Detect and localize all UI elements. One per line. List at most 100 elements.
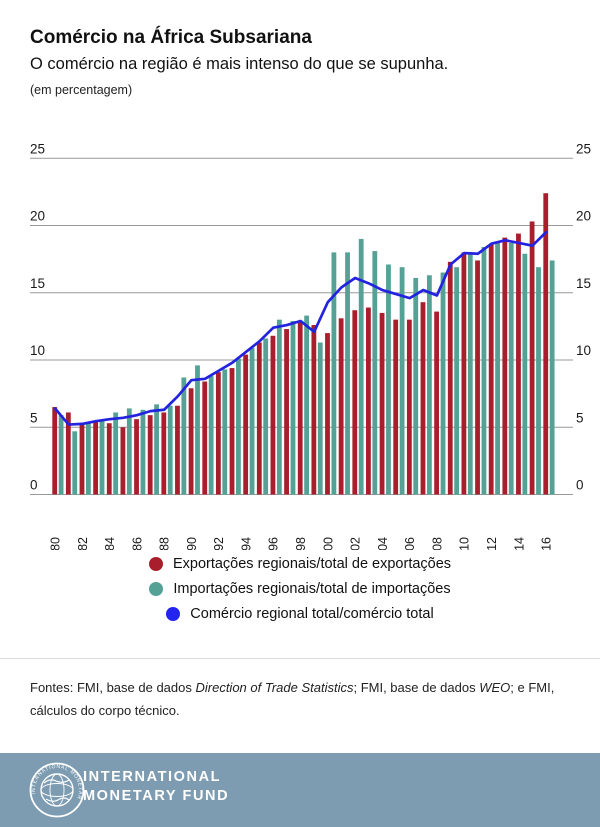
- xtick-1990: 1990: [185, 537, 199, 550]
- export-bar-1986: [134, 419, 139, 495]
- import-bar-1985: [126, 408, 132, 495]
- imf-wordmark: INTERNATIONAL MONETARY FUND: [83, 768, 229, 806]
- import-bar-2007: [426, 275, 432, 495]
- chart-legend: Exportações regionais/total de exportaçõ…: [0, 556, 600, 622]
- export-bar-1997: [284, 329, 289, 495]
- xtick-1986: 1986: [130, 537, 144, 550]
- source-text: Fontes: FMI, base de dados: [30, 680, 196, 695]
- ytick-left-5: 5: [30, 410, 38, 425]
- export-bar-2016: [543, 193, 549, 495]
- xtick-1996: 1996: [267, 537, 281, 550]
- export-bar-1998: [297, 322, 303, 495]
- import-bar-1981: [72, 431, 78, 495]
- export-bar-1995: [256, 342, 262, 495]
- import-bar-2006: [413, 277, 419, 495]
- import-bar-2001: [345, 252, 350, 495]
- import-bar-2015: [536, 267, 541, 495]
- imf-wordmark-line2: MONETARY FUND: [83, 788, 230, 804]
- export-bar-1982: [79, 424, 85, 495]
- import-bar-1980: [58, 415, 64, 495]
- xtick-1994: 1994: [239, 537, 253, 550]
- xtick-2004: 2004: [376, 537, 390, 550]
- legend-item-2: Comércio regional total/comércio total: [166, 606, 434, 622]
- xtick-1982: 1982: [76, 537, 90, 550]
- export-bar-1999: [311, 325, 317, 495]
- import-bar-2012: [495, 242, 500, 495]
- ytick-right-20: 20: [576, 209, 591, 224]
- export-bar-2006: [406, 319, 412, 495]
- legend-item-1: Importações regionais/total de importaçõ…: [149, 581, 451, 597]
- import-bar-1999: [317, 342, 323, 495]
- export-bar-2004: [379, 312, 385, 495]
- import-bar-1996: [276, 319, 282, 495]
- legend-dot-icon: [166, 607, 181, 621]
- ytick-left-0: 0: [30, 478, 38, 493]
- import-bar-1990: [195, 365, 200, 495]
- import-bar-1989: [181, 377, 187, 495]
- export-bar-2003: [366, 307, 371, 495]
- export-bar-1993: [229, 368, 235, 495]
- source-text: ; FMI, base de dados: [353, 680, 480, 695]
- sources-note: Fontes: FMI, base de dados Direction of …: [30, 676, 575, 722]
- export-bar-1992: [215, 372, 221, 495]
- import-bar-1982: [85, 423, 91, 495]
- import-bar-2004: [386, 264, 391, 495]
- export-bar-1984: [106, 423, 112, 495]
- export-bar-2008: [434, 311, 440, 495]
- footer-background: [0, 753, 600, 827]
- source-dataset-name: Direction of Trade Statistics: [195, 680, 354, 695]
- import-bar-1987: [154, 404, 159, 495]
- import-bar-2005: [399, 267, 405, 495]
- export-bar-1981: [65, 412, 71, 495]
- export-bar-1983: [93, 421, 99, 495]
- export-bar-1985: [120, 427, 126, 495]
- page-subtitle: O comércio na região é mais intenso do q…: [30, 55, 449, 73]
- xtick-1980: 1980: [49, 537, 63, 550]
- import-bar-2009: [454, 267, 460, 495]
- export-bar-2007: [420, 302, 426, 495]
- ytick-left-20: 20: [30, 209, 45, 224]
- legend-label: Importações regionais/total de importaçõ…: [173, 581, 451, 597]
- import-bar-1995: [263, 338, 269, 495]
- legend-dot-icon: [149, 582, 164, 596]
- import-bar-1994: [249, 347, 255, 495]
- imf-wordmark-line1: INTERNATIONAL: [83, 769, 222, 785]
- import-bar-1983: [99, 420, 105, 495]
- export-bar-2001: [338, 318, 344, 495]
- export-bar-1990: [188, 388, 194, 495]
- ytick-left-25: 25: [30, 141, 45, 156]
- export-bar-1989: [175, 405, 180, 495]
- import-bar-1997: [290, 320, 296, 495]
- ytick-right-5: 5: [576, 410, 584, 425]
- export-bar-1991: [202, 381, 208, 495]
- import-bar-1992: [222, 369, 228, 495]
- xtick-1992: 1992: [212, 537, 226, 550]
- import-bar-1998: [304, 315, 310, 495]
- export-bar-1988: [161, 412, 167, 495]
- export-bar-2010: [461, 252, 467, 495]
- xtick-2014: 2014: [512, 537, 526, 550]
- export-bar-2002: [352, 310, 358, 495]
- xtick-2000: 2000: [321, 537, 335, 550]
- export-bar-2000: [325, 333, 330, 495]
- xtick-1998: 1998: [294, 537, 308, 550]
- export-bar-2005: [393, 319, 399, 495]
- export-bar-2013: [502, 237, 508, 495]
- xtick-1984: 1984: [103, 537, 117, 550]
- legend-item-0: Exportações regionais/total de exportaçõ…: [148, 556, 451, 572]
- ytick-right-25: 25: [576, 141, 591, 156]
- import-bar-1988: [167, 405, 173, 495]
- export-bar-1980: [52, 407, 58, 495]
- export-bar-2012: [488, 244, 494, 495]
- export-bar-2009: [447, 261, 453, 495]
- legend-label: Comércio regional total/comércio total: [190, 606, 434, 622]
- divider-line: [0, 658, 600, 659]
- ytick-left-10: 10: [30, 343, 45, 358]
- total-trade-line: [53, 230, 548, 426]
- import-bar-2003: [372, 251, 378, 495]
- source-text: ; e FMI, cálculos do corpo técnico.: [30, 680, 555, 718]
- import-bar-2008: [440, 272, 446, 495]
- import-bar-1993: [236, 358, 241, 495]
- import-bar-1991: [208, 376, 214, 495]
